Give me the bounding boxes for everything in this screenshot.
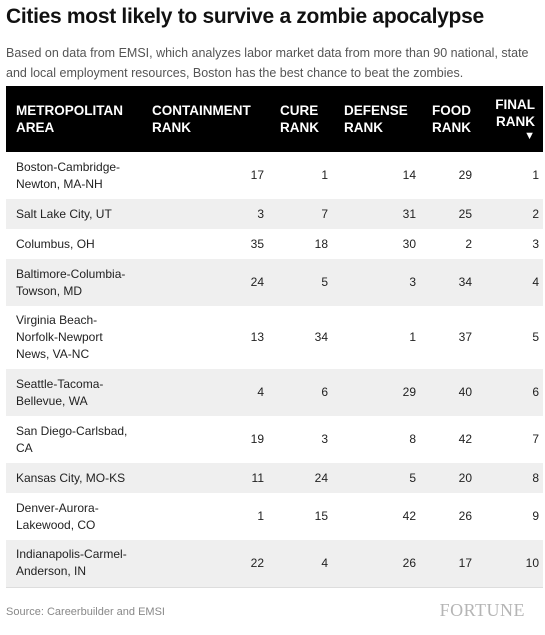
ranking-table-container: METROPOLITAN AREA CONTAINMENT RANK CURE … bbox=[6, 86, 543, 588]
cell-cure-rank: 5 bbox=[321, 275, 328, 289]
cell-cure-rank: 34 bbox=[314, 330, 328, 344]
cell-area: Boston-Cambridge-Newton, MA-NH bbox=[16, 159, 121, 191]
cell-containment-rank: 13 bbox=[250, 330, 264, 344]
table-row: Indianapolis-Carmel-Anderson, IN 22 4 26 17 1… bbox=[6, 540, 543, 587]
cell-area: Kansas City, MO-KS bbox=[16, 470, 126, 485]
cell-final-rank: 6 bbox=[532, 385, 539, 399]
cell-food-rank: 37 bbox=[458, 330, 472, 344]
cell-food-rank: 26 bbox=[458, 509, 472, 523]
col-header-final-label: FINAL RANK bbox=[495, 96, 535, 129]
col-header-cure: CURE RANK bbox=[280, 103, 319, 135]
cell-final-rank: 1 bbox=[532, 168, 539, 182]
table-row: Virginia Beach-Norfolk-Newport News, VA-… bbox=[6, 306, 543, 369]
sort-descending-icon: ▼ bbox=[524, 129, 535, 142]
cell-food-rank: 42 bbox=[458, 432, 472, 446]
cell-cure-rank: 18 bbox=[314, 236, 328, 251]
cell-final-rank: 4 bbox=[532, 275, 539, 289]
cell-containment-rank: 1 bbox=[257, 509, 264, 523]
table-row: Boston-Cambridge-Newton, MA-NH 17 1 14 29 1 bbox=[6, 152, 543, 199]
table-row: Baltimore-Columbia-Towson, MD 24 5 3 34 4 bbox=[6, 259, 543, 306]
cell-area: Salt Lake City, UT bbox=[16, 206, 112, 221]
cell-defense-rank: 5 bbox=[409, 470, 416, 485]
col-header-food: FOOD RANK bbox=[432, 103, 471, 135]
cell-final-rank: 2 bbox=[532, 206, 539, 221]
cell-containment-rank: 24 bbox=[250, 275, 264, 289]
cell-area: Virginia Beach-Norfolk-Newport News, VA-… bbox=[16, 313, 103, 361]
ranking-table: METROPOLITAN AREA CONTAINMENT RANK CURE … bbox=[6, 86, 543, 588]
cell-defense-rank: 29 bbox=[402, 385, 416, 399]
cell-defense-rank: 42 bbox=[402, 509, 416, 523]
cell-food-rank: 29 bbox=[458, 168, 472, 182]
chart-subtitle: Based on data from EMSI, which analyzes … bbox=[6, 46, 529, 80]
col-header-area: METROPOLITAN AREA bbox=[16, 103, 123, 135]
fortune-logo: FORTUNE bbox=[439, 600, 525, 620]
cell-food-rank: 40 bbox=[458, 385, 472, 399]
cell-area: Columbus, OH bbox=[16, 236, 95, 251]
cell-area: Denver-Aurora-Lakewood, CO bbox=[16, 500, 99, 532]
table-row: Columbus, OH 35 18 30 2 3 bbox=[6, 229, 543, 259]
cell-cure-rank: 24 bbox=[314, 470, 328, 485]
col-header-containment: CONTAINMENT RANK bbox=[152, 103, 251, 135]
table-row: Denver-Aurora-Lakewood, CO 1 15 42 26 9 bbox=[6, 493, 543, 540]
cell-final-rank: 5 bbox=[532, 330, 539, 344]
cell-defense-rank: 31 bbox=[402, 206, 416, 221]
cell-defense-rank: 3 bbox=[409, 275, 416, 289]
cell-cure-rank: 3 bbox=[321, 432, 328, 446]
cell-final-rank: 10 bbox=[525, 555, 539, 570]
cell-food-rank: 17 bbox=[458, 555, 472, 570]
cell-final-rank: 9 bbox=[532, 509, 539, 523]
cell-containment-rank: 11 bbox=[251, 470, 264, 485]
cell-final-rank: 8 bbox=[532, 470, 539, 485]
table-row: San Diego-Carlsbad, CA 19 3 8 42 7 bbox=[6, 416, 543, 463]
cell-cure-rank: 4 bbox=[321, 555, 328, 570]
cell-containment-rank: 35 bbox=[250, 236, 264, 251]
cell-containment-rank: 17 bbox=[250, 168, 264, 182]
cell-food-rank: 25 bbox=[458, 206, 472, 221]
table-row: Salt Lake City, UT 3 7 31 25 2 bbox=[6, 199, 543, 229]
table-row: Seattle-Tacoma-Bellevue, WA 4 6 29 40 6 bbox=[6, 369, 543, 416]
cell-defense-rank: 26 bbox=[402, 555, 416, 570]
cell-area: Seattle-Tacoma-Bellevue, WA bbox=[16, 376, 104, 408]
table-header-row: METROPOLITAN AREA CONTAINMENT RANK CURE … bbox=[6, 86, 543, 152]
table-row: Kansas City, MO-KS 11 24 5 20 8 bbox=[6, 463, 543, 493]
cell-area: Indianapolis-Carmel-Anderson, IN bbox=[16, 547, 127, 579]
cell-food-rank: 20 bbox=[458, 470, 472, 485]
cell-final-rank: 7 bbox=[532, 432, 539, 446]
cell-area: Baltimore-Columbia-Towson, MD bbox=[16, 266, 126, 298]
chart-title: Cities most likely to survive a zombie a… bbox=[6, 5, 484, 28]
cell-cure-rank: 1 bbox=[321, 168, 328, 182]
cell-containment-rank: 4 bbox=[257, 385, 264, 399]
cell-area: San Diego-Carlsbad, CA bbox=[16, 423, 128, 455]
cell-containment-rank: 19 bbox=[250, 432, 264, 446]
cell-defense-rank: 1 bbox=[409, 330, 416, 344]
table-body: Boston-Cambridge-Newton, MA-NH 17 1 14 29 1 Sa… bbox=[6, 152, 543, 587]
cell-food-rank: 2 bbox=[465, 236, 472, 251]
cell-cure-rank: 7 bbox=[321, 206, 328, 221]
source-note: Source: Careerbuilder and EMSI bbox=[6, 606, 165, 618]
cell-cure-rank: 15 bbox=[314, 509, 328, 523]
cell-cure-rank: 6 bbox=[321, 385, 328, 399]
cell-defense-rank: 30 bbox=[402, 236, 416, 251]
cell-final-rank: 3 bbox=[532, 236, 539, 251]
col-header-final[interactable]: FINAL RANK ▼ bbox=[478, 86, 543, 152]
cell-food-rank: 34 bbox=[458, 275, 472, 289]
cell-defense-rank: 14 bbox=[402, 168, 416, 182]
cell-containment-rank: 3 bbox=[257, 206, 264, 221]
col-header-defense: DEFENSE RANK bbox=[344, 103, 408, 135]
cell-defense-rank: 8 bbox=[409, 432, 416, 446]
cell-containment-rank: 22 bbox=[250, 555, 264, 570]
